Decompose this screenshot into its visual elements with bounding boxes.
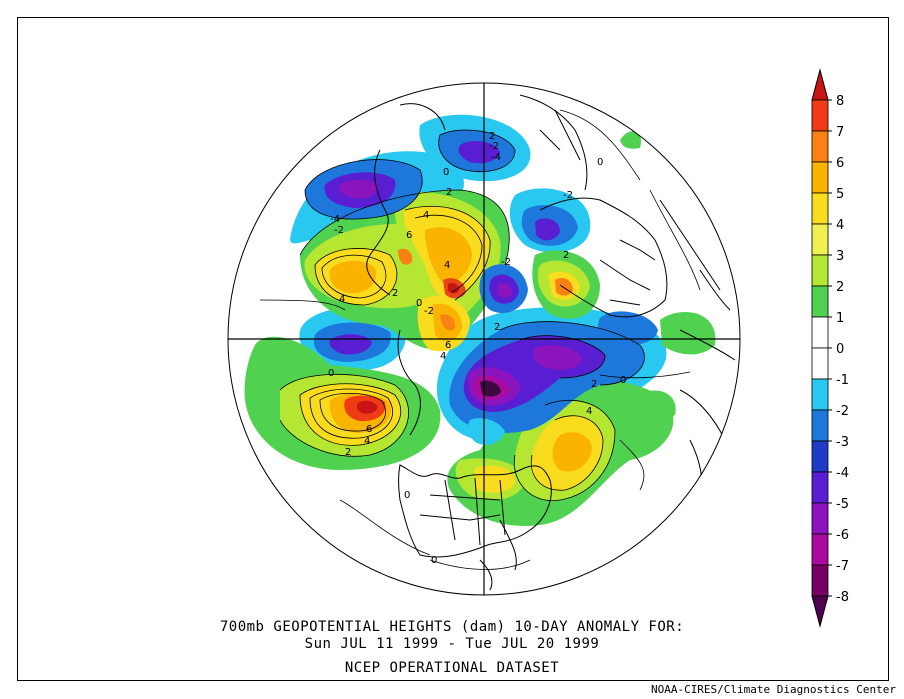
positive-anomaly-zone	[640, 390, 676, 420]
negative-anomaly-core	[497, 283, 513, 298]
legend-swatch	[811, 192, 829, 225]
legend-label: 2	[836, 280, 844, 295]
positive-anomaly-peak	[398, 248, 413, 265]
legend-swatch	[811, 161, 829, 194]
legend-bottom-cap	[811, 595, 829, 628]
legend-label: -7	[836, 559, 849, 574]
contour-label: 4	[444, 260, 450, 271]
legend-swatch	[811, 347, 829, 380]
negative-anomaly-core	[339, 179, 378, 199]
contour-label: 0	[328, 368, 334, 379]
contour-labels: 2 -2 -4 0 -4 -2 2 6 4 4 -2 2 2 4 0 -2 6 …	[328, 131, 626, 566]
chart-title-line3: NCEP OPERATIONAL DATASET	[344, 660, 560, 676]
negative-anomaly-core	[533, 345, 582, 370]
negative-anomaly-core	[480, 380, 501, 397]
contour-label: 6	[445, 340, 451, 351]
legend-swatch	[811, 440, 829, 473]
negative-anomaly-core	[535, 218, 560, 241]
negative-anomaly-core	[458, 140, 500, 164]
positive-anomaly-core	[475, 465, 515, 493]
legend-swatch	[811, 564, 829, 597]
legend-label: -2	[836, 404, 849, 419]
legend-swatch	[811, 471, 829, 504]
contour-label: 4	[339, 294, 345, 305]
legend-swatch	[811, 533, 829, 566]
legend-label: 7	[836, 125, 844, 140]
contour-label: -2	[501, 257, 511, 268]
legend-label: 3	[836, 249, 844, 264]
positive-anomaly-max	[356, 400, 378, 414]
contour-label: -4	[330, 214, 340, 225]
contour-label: 6	[366, 424, 372, 435]
contour-label: -2	[424, 306, 434, 317]
contour-label: -2	[563, 190, 573, 201]
positive-anomaly-peak	[425, 227, 472, 283]
contour-label: -2	[334, 225, 344, 236]
legend-label: -6	[836, 528, 849, 543]
legend-label: -1	[836, 373, 849, 388]
legend-swatch	[811, 99, 829, 132]
legend-swatch	[811, 130, 829, 163]
negative-anomaly-core	[467, 418, 505, 445]
legend-label: 4	[836, 218, 844, 233]
contour-label: 2	[489, 131, 495, 142]
contour-label: 0	[416, 298, 422, 309]
contour-label: 0	[443, 167, 449, 178]
contour-label: 6	[406, 230, 412, 241]
chart-title-line1: 700mb GEOPOTENTIAL HEIGHTS (dam) 10-DAY …	[219, 619, 685, 635]
positive-anomaly-zone	[620, 131, 641, 149]
legend-top-cap	[811, 68, 829, 101]
contour-label: 4	[423, 210, 429, 221]
legend-label: -4	[836, 466, 849, 481]
credit-text: NOAA-CIRES/Climate Diagnostics Center	[650, 683, 896, 696]
legend-label: 6	[836, 156, 844, 171]
color-scale-legend: 8 7 6 5 4 3 2 1 0 -1 -2 -3 -4 -5 -6 -7 -8	[811, 68, 849, 628]
legend-label: -5	[836, 497, 849, 512]
legend-swatch	[811, 254, 829, 287]
legend-label: -8	[836, 590, 849, 605]
contour-label: 2	[563, 250, 569, 261]
contour-label: 4	[440, 351, 446, 362]
legend-swatch	[811, 316, 829, 349]
positive-anomaly-max	[448, 282, 460, 294]
chart-title-line2: Sun JUL 11 1999 - Tue JUL 20 1999	[304, 636, 600, 652]
contour-label: 4	[364, 436, 370, 447]
positive-anomaly-peak	[552, 432, 592, 472]
legend-swatch	[811, 285, 829, 318]
legend-swatch	[811, 502, 829, 535]
contour-label: -2	[489, 141, 499, 152]
negative-anomaly-core	[598, 311, 658, 345]
positive-anomaly-zone	[660, 312, 716, 355]
legend-label: 8	[836, 94, 844, 109]
plot-frame	[17, 17, 889, 681]
legend-label: -3	[836, 435, 849, 450]
legend-label: 0	[836, 342, 844, 357]
contour-label: 4	[586, 406, 592, 417]
positive-anomaly-peak	[329, 260, 376, 294]
contour-lines	[259, 109, 701, 570]
legend-label: 1	[836, 311, 844, 326]
contour-label: 0	[597, 157, 603, 168]
contour-label: 2	[392, 288, 398, 299]
contour-label: 0	[431, 555, 437, 566]
legend-swatch	[811, 378, 829, 411]
contour-label: 0	[620, 375, 626, 386]
legend-swatch	[811, 223, 829, 256]
positive-anomaly-peak	[440, 314, 456, 331]
contour-label: 0	[404, 490, 410, 501]
legend-label: 5	[836, 187, 844, 202]
contour-label: 2	[446, 187, 452, 198]
contour-label: -4	[491, 152, 501, 163]
contour-label: 2	[345, 447, 351, 458]
contour-label: 2	[494, 322, 500, 333]
contour-label: 2	[591, 379, 597, 390]
legend-swatch	[811, 409, 829, 442]
